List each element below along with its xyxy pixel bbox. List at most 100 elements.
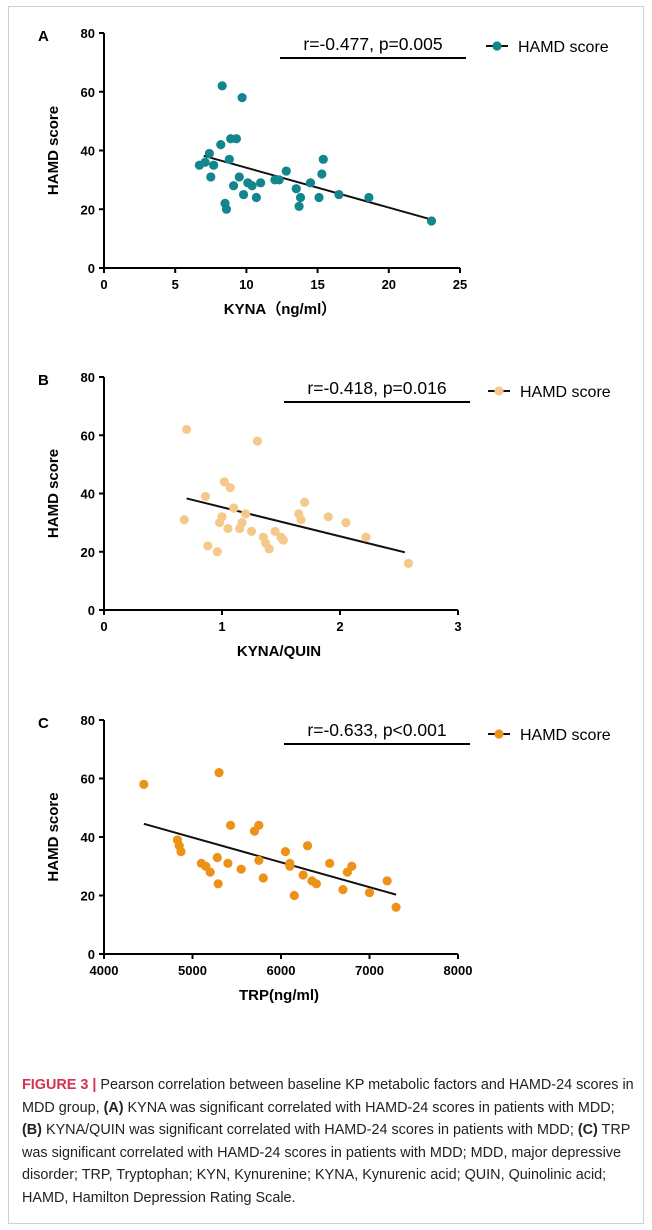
data-point xyxy=(264,544,274,554)
x-tick-label: 5000 xyxy=(178,963,207,978)
x-tick-label: 0 xyxy=(100,277,107,292)
data-point xyxy=(318,154,328,164)
correlation-stat: r=-0.418, p=0.016 xyxy=(307,378,446,398)
y-tick-label: 40 xyxy=(81,144,95,159)
caption-text: KYNA was significant correlated with HAM… xyxy=(123,1099,615,1116)
x-tick-label: 10 xyxy=(239,277,253,292)
data-point xyxy=(302,841,313,851)
x-axis-label: TRP(ng/ml) xyxy=(239,987,319,1004)
data-point xyxy=(200,491,211,502)
data-point xyxy=(206,172,216,182)
panel-letter: C xyxy=(38,715,49,732)
caption-text: KYNA/QUIN was significant correlated wit… xyxy=(41,1122,578,1139)
x-tick-label: 6000 xyxy=(267,963,296,978)
data-point xyxy=(237,93,247,103)
data-point xyxy=(291,184,301,194)
panel-b: B 0 20 40 60 80 0 1 2 3 KYNA/QUIN HAMD score r=-0.41… xyxy=(38,370,611,660)
y-axis-label: HAMD score xyxy=(45,792,62,881)
data-point xyxy=(347,861,357,871)
data-point xyxy=(246,526,257,536)
caption-text: Pearson correlation between baseline KP … xyxy=(22,1077,634,1116)
regression-line xyxy=(186,497,406,554)
legend-marker xyxy=(494,386,504,396)
data-point xyxy=(300,497,310,507)
data-point xyxy=(219,477,229,487)
panel-a: A 0 20 40 60 80 0 5 10 15 20 25 KYNA（ng/ml） HAMD scor… xyxy=(38,26,609,318)
data-point xyxy=(221,204,232,214)
y-tick-label: 20 xyxy=(81,545,95,560)
data-point xyxy=(254,855,264,866)
correlation-stat: r=-0.633, p<0.001 xyxy=(307,720,446,740)
caption-panel-ref: (A) xyxy=(103,1099,124,1116)
legend-label: HAMD score xyxy=(518,39,609,56)
data-point xyxy=(241,509,251,519)
data-point xyxy=(213,879,223,889)
data-point xyxy=(229,503,239,513)
legend-marker xyxy=(494,729,504,739)
data-point xyxy=(225,483,235,493)
data-point xyxy=(212,547,222,557)
data-point xyxy=(258,873,268,883)
data-point xyxy=(325,858,335,868)
data-point xyxy=(217,81,227,91)
data-point xyxy=(289,890,299,901)
data-point xyxy=(364,192,374,203)
x-tick-label: 20 xyxy=(382,277,396,292)
x-tick-label: 7000 xyxy=(355,963,384,978)
y-tick-label: 0 xyxy=(88,261,95,276)
data-point xyxy=(252,436,262,446)
x-tick-label: 1 xyxy=(218,619,225,634)
figure-caption: FIGURE 3 | Pearson correlation between b… xyxy=(22,1074,634,1210)
data-point xyxy=(225,820,236,830)
data-point xyxy=(364,887,375,898)
caption-label: FIGURE 3 | xyxy=(22,1077,97,1093)
y-tick-label: 80 xyxy=(81,370,95,385)
x-tick-label: 15 xyxy=(310,277,324,292)
data-point xyxy=(314,192,324,203)
data-point xyxy=(281,166,291,176)
data-point xyxy=(203,541,213,551)
data-point xyxy=(223,858,233,868)
data-point xyxy=(280,847,291,857)
data-point xyxy=(234,172,244,182)
y-tick-label: 20 xyxy=(81,202,95,217)
y-tick-label: 40 xyxy=(81,830,95,845)
y-tick-label: 20 xyxy=(81,889,95,904)
data-point xyxy=(237,518,247,528)
y-tick-label: 60 xyxy=(81,772,95,787)
data-point xyxy=(224,154,234,164)
regression-line xyxy=(143,822,397,896)
y-tick-label: 40 xyxy=(81,487,95,502)
data-point xyxy=(298,870,308,880)
data-point xyxy=(217,512,227,522)
data-point xyxy=(270,526,280,536)
legend-label: HAMD score xyxy=(520,384,611,401)
data-point xyxy=(334,189,344,200)
data-point xyxy=(338,885,348,895)
data-point xyxy=(228,181,239,191)
x-tick-label: 8000 xyxy=(444,963,473,978)
caption-panel-ref: (C) xyxy=(577,1122,598,1139)
caption-text: TRP was significant correlated with HAMD… xyxy=(22,1122,631,1206)
x-axis-label: KYNA（ng/ml） xyxy=(224,300,337,318)
x-tick-label: 0 xyxy=(100,619,107,634)
x-axis-label: KYNA/QUIN xyxy=(237,643,321,660)
data-point xyxy=(294,201,304,211)
y-tick-label: 80 xyxy=(81,26,95,41)
data-point xyxy=(317,169,327,179)
data-point xyxy=(236,864,246,874)
data-point xyxy=(323,512,333,522)
panel-c: C 0 20 40 60 80 4000 5000 6000 7000 8000 TRP(ng/ml)… xyxy=(38,713,611,1004)
x-tick-label: 4000 xyxy=(90,963,119,978)
data-point xyxy=(214,768,224,778)
data-point xyxy=(256,178,266,188)
panel-letter: A xyxy=(38,28,49,45)
caption-panel-ref: (B) xyxy=(22,1122,42,1139)
data-point xyxy=(216,140,226,150)
panel-letter: B xyxy=(38,372,49,389)
data-point xyxy=(426,216,437,226)
x-tick-label: 25 xyxy=(453,277,467,292)
data-point xyxy=(251,192,261,203)
data-point xyxy=(274,175,284,185)
